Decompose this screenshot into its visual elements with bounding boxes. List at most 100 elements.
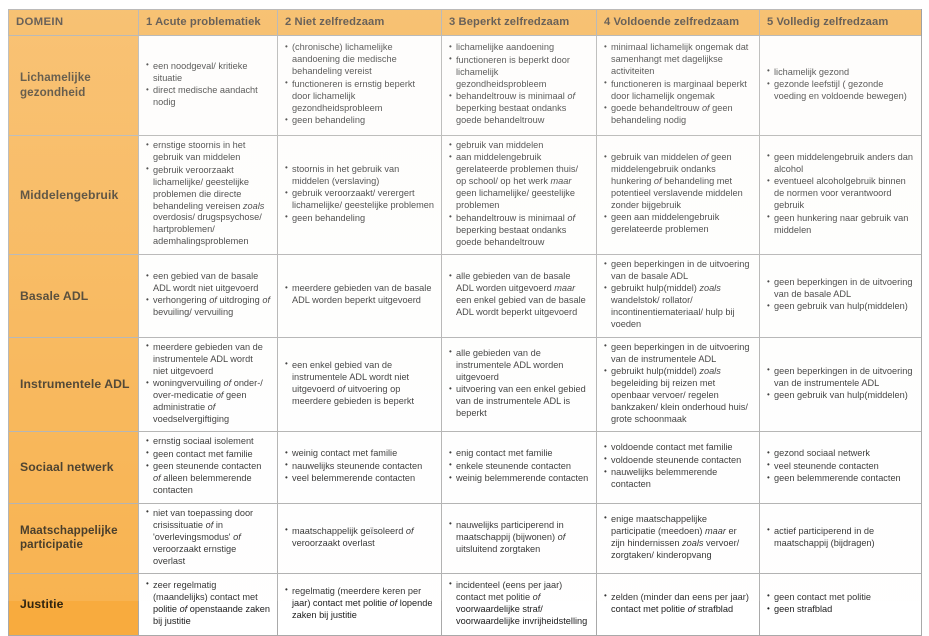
bullet-item: geen strafblad <box>767 604 914 616</box>
table-body: Lichamelijke gezondheideen noodgeval/ kr… <box>8 35 922 636</box>
table-row: Justitiezeer regelmatig (maandelijks) co… <box>8 573 922 636</box>
domain-label-4: Instrumentele ADL <box>8 336 139 433</box>
bullet-list: niet van toepassing door crisissituatie … <box>146 507 270 568</box>
bullet-item: stoornis in het gebruik van middelen (ve… <box>285 163 434 188</box>
bullet-item: actief participerend in de maatschappij … <box>767 525 914 550</box>
domain-label-2: Middelengebruik <box>8 134 139 256</box>
bullet-list: minimaal lichamelijk ongemak dat samenha… <box>604 42 752 127</box>
bullet-item: gezond sociaal netwerk <box>767 448 914 460</box>
bullet-item: gebruikt hulp(middel) zoals begeleiding … <box>604 366 752 426</box>
bullet-list: meerdere gebieden van de basale ADL word… <box>285 283 434 307</box>
bullet-item: nauwelijks participerend in maatschappij… <box>449 519 589 556</box>
bullet-item: aan middelengebruik gerelateerde problem… <box>449 152 589 212</box>
domain-label-7: Justitie <box>8 573 139 636</box>
cell-r5-score3: enig contact met familieenkele steunende… <box>441 431 597 504</box>
bullet-item: behandeltrouw is minimaal of beperking b… <box>449 212 589 249</box>
bullet-list: een gebied van de basale ADL wordt niet … <box>146 271 270 319</box>
bullet-list: (chronische) lichamelijke aandoening die… <box>285 42 434 127</box>
bullet-item: meerdere gebieden van de instrumentele A… <box>146 341 270 378</box>
bullet-item: geen gebruik van hulp(middelen) <box>767 301 914 313</box>
bullet-item: behandeltrouw is minimaal of beperking b… <box>449 91 589 127</box>
bullet-item: lichamelijk gezond <box>767 66 914 79</box>
bullet-list: ernstige stoornis in het gebruik van mid… <box>146 140 270 248</box>
bullet-item: functioneren is ernstig beperkt door lic… <box>285 78 434 115</box>
domain-label-3: Basale ADL <box>8 254 139 338</box>
cell-r2-score1: ernstige stoornis in het gebruik van mid… <box>138 134 278 256</box>
bullet-list: gezond sociaal netwerkveel steunende con… <box>767 448 914 485</box>
bullet-list: nauwelijks participerend in maatschappij… <box>449 519 589 556</box>
bullet-item: weinig belemmerende contacten <box>449 473 589 485</box>
bullet-list: geen beperkingen in de uitvoering van de… <box>767 277 914 313</box>
bullet-item: geen steunende contacten of alleen belem… <box>146 461 270 497</box>
bullet-item: geen beperkingen in de uitvoering van de… <box>604 341 752 366</box>
cell-r1-score3: lichamelijke aandoeningfunctioneren is b… <box>441 35 597 136</box>
bullet-item: eventueel alcoholgebruik binnen de norme… <box>767 176 914 212</box>
cell-r4-score2: een enkel gebied van de instrumentele AD… <box>277 336 442 433</box>
bullet-item: incidenteel (eens per jaar) contact met … <box>449 579 589 628</box>
bullet-list: zelden (minder dan eens per jaar) contac… <box>604 591 752 616</box>
cell-r7-score1: zeer regelmatig (maandelijks) contact me… <box>138 573 278 636</box>
bullet-item: functioneren is marginaal beperkt door l… <box>604 78 752 103</box>
bullet-item: maatschappelijk geïsoleerd of veroorzaak… <box>285 525 434 550</box>
cell-r5-score5: gezond sociaal netwerkveel steunende con… <box>759 431 922 504</box>
bullet-list: incidenteel (eens per jaar) contact met … <box>449 579 589 628</box>
bullet-item: veel steunende contacten <box>767 460 914 473</box>
bullet-item: lichamelijke aandoening <box>449 42 589 54</box>
bullet-item: geen behandeling <box>285 115 434 127</box>
bullet-list: ernstig sociaal isolementgeen contact me… <box>146 436 270 497</box>
bullet-item: geen contact met politie <box>767 591 914 604</box>
column-header-score-4: 4 Voldoende zelfredzaam <box>596 9 760 36</box>
bullet-list: stoornis in het gebruik van middelen (ve… <box>285 163 434 225</box>
cell-r3-score2: meerdere gebieden van de basale ADL word… <box>277 254 442 338</box>
bullet-item: geen gebruik van hulp(middelen) <box>767 390 914 402</box>
bullet-list: regelmatig (meerdere keren per jaar) con… <box>285 585 434 622</box>
bullet-item: een enkel gebied van de instrumentele AD… <box>285 359 434 408</box>
cell-r5-score4: voldoende contact met familievoldoende s… <box>596 431 760 504</box>
bullet-list: geen beperkingen in de uitvoering van de… <box>767 365 914 402</box>
cell-r1-score1: een noodgeval/ kritieke situatiedirect m… <box>138 35 278 136</box>
bullet-list: geen middelengebruik anders dan alcohole… <box>767 151 914 237</box>
bullet-list: gebruik van middelenaan middelengebruik … <box>449 140 589 249</box>
cell-r3-score3: alle gebieden van de basale ADL worden u… <box>441 254 597 338</box>
cell-r2-score4: gebruik van middelen of geen middelengeb… <box>596 134 760 256</box>
bullet-item: woningvervuiling of onder-/ over-medicat… <box>146 378 270 426</box>
bullet-item: alle gebieden van de basale ADL worden u… <box>449 271 589 319</box>
bullet-item: nauwelijks steunende contacten <box>285 460 434 473</box>
bullet-item: gebruik veroorzaakt/ verergert lichameli… <box>285 188 434 212</box>
bullet-list: actief participerend in de maatschappij … <box>767 525 914 550</box>
matrix-table: DOMEIN 1 Acute problematiek 2 Niet zelfr… <box>8 9 922 636</box>
bullet-item: voldoende steunende contacten <box>604 454 752 467</box>
cell-r3-score4: geen beperkingen in de uitvoering van de… <box>596 254 760 338</box>
column-header-score-1: 1 Acute problematiek <box>138 9 278 36</box>
bullet-list: voldoende contact met familievoldoende s… <box>604 442 752 491</box>
bullet-list: een noodgeval/ kritieke situatiedirect m… <box>146 60 270 109</box>
bullet-list: meerdere gebieden van de instrumentele A… <box>146 341 270 426</box>
table-row: Basale ADL een gebied van de basale ADL w… <box>8 254 922 338</box>
bullet-item: functioneren is beperkt door lichamelijk… <box>449 54 589 91</box>
bullet-item: minimaal lichamelijk ongemak dat samenha… <box>604 42 752 78</box>
bullet-list: geen beperkingen in de uitvoering van de… <box>604 259 752 331</box>
bullet-item: geen beperkingen in de uitvoering van de… <box>604 259 752 283</box>
bullet-item: nauwelijks belemmerende contacten <box>604 467 752 491</box>
bullet-item: goede behandeltrouw of geen behandeling … <box>604 103 752 127</box>
zelfredzaamheid-matrix: DOMEIN 1 Acute problematiek 2 Niet zelfr… <box>8 9 922 636</box>
column-header-score-5: 5 Volledig zelfredzaam <box>759 9 922 36</box>
bullet-item: ernstige stoornis in het gebruik van mid… <box>146 140 270 164</box>
bullet-item: direct medische aandacht nodig <box>146 85 270 109</box>
bullet-list: lichamelijke aandoeningfunctioneren is b… <box>449 42 589 127</box>
bullet-item: regelmatig (meerdere keren per jaar) con… <box>285 585 434 622</box>
column-header-domain: DOMEIN <box>8 9 139 36</box>
cell-r3-score5: geen beperkingen in de uitvoering van de… <box>759 254 922 338</box>
bullet-list: geen contact met politiegeen strafblad <box>767 591 914 616</box>
cell-r1-score4: minimaal lichamelijk ongemak dat samenha… <box>596 35 760 136</box>
cell-r4-score5: geen beperkingen in de uitvoering van de… <box>759 336 922 433</box>
bullet-item: weinig contact met familie <box>285 448 434 460</box>
bullet-list: enige maatschappelijke participatie (mee… <box>604 513 752 562</box>
cell-r6-score1: niet van toepassing door crisissituatie … <box>138 502 278 575</box>
bullet-item: gebruikt hulp(middel) zoals wandelstok/ … <box>604 283 752 331</box>
bullet-item: gebruik veroorzaakt lichamelijke/ geeste… <box>146 164 270 249</box>
bullet-item: enige maatschappelijke participatie (mee… <box>604 513 752 562</box>
bullet-item: gezonde leefstijl ( gezonde voeding en v… <box>767 79 914 103</box>
bullet-list: een enkel gebied van de instrumentele AD… <box>285 359 434 408</box>
bullet-item: gebruik van middelen of geen middelengeb… <box>604 152 752 212</box>
